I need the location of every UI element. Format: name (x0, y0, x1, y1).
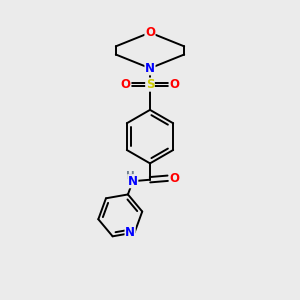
Text: N: N (128, 175, 138, 188)
Text: N: N (145, 62, 155, 75)
Text: O: O (169, 172, 179, 185)
Text: S: S (146, 78, 154, 91)
Text: O: O (145, 26, 155, 39)
Text: N: N (125, 226, 135, 239)
Text: O: O (169, 78, 179, 91)
Text: H: H (126, 171, 135, 181)
Text: O: O (121, 78, 130, 91)
